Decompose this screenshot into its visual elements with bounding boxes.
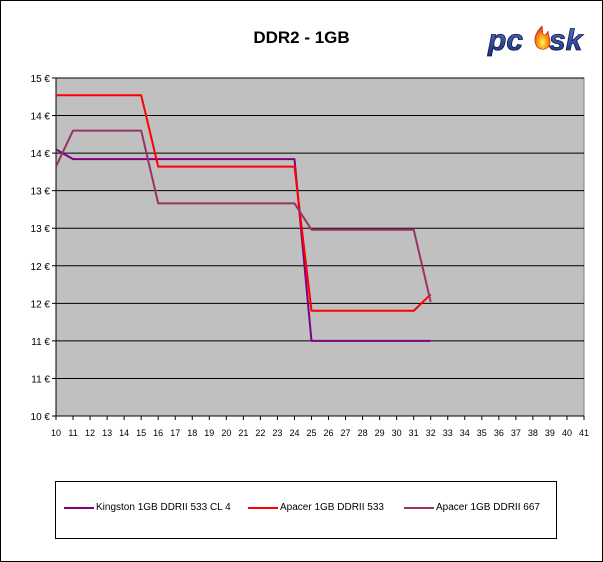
y-tick-label: 11 € bbox=[31, 337, 50, 348]
legend-label-apacer-533: Apacer 1GB DDRII 533 bbox=[280, 502, 384, 513]
x-tick-label: 28 bbox=[358, 428, 368, 438]
legend-swatch-kingston bbox=[64, 506, 94, 509]
x-tick-label: 34 bbox=[460, 428, 470, 438]
legend-item-apacer-533: Apacer 1GB DDRII 533 bbox=[248, 502, 384, 513]
x-tick-label: 21 bbox=[238, 428, 248, 438]
x-tick-label: 41 bbox=[579, 428, 589, 438]
x-tick-label: 35 bbox=[477, 428, 487, 438]
plot-area bbox=[55, 77, 585, 417]
series-line-apacer-533 bbox=[56, 94, 432, 312]
series-line-kingston bbox=[55, 148, 431, 342]
legend-label-apacer-667: Apacer 1GB DDRII 667 bbox=[436, 502, 540, 513]
legend-item-kingston: Kingston 1GB DDRII 533 CL 4 bbox=[64, 502, 231, 513]
x-tick-label: 13 bbox=[102, 428, 112, 438]
svg-text:sk: sk bbox=[549, 24, 584, 57]
x-tick-label: 39 bbox=[545, 428, 555, 438]
pcsk-logo: pc sk pcsk bbox=[487, 24, 584, 58]
x-tick-label: 19 bbox=[204, 428, 214, 438]
x-tick-label: 12 bbox=[85, 428, 95, 438]
legend-label-kingston: Kingston 1GB DDRII 533 CL 4 bbox=[96, 502, 231, 513]
chart-title: DDR2 - 1GB bbox=[253, 28, 350, 47]
flame-icon bbox=[534, 25, 551, 50]
x-tick-label: 23 bbox=[272, 428, 282, 438]
legend-swatch-apacer-667 bbox=[404, 506, 434, 509]
x-tick-label: 36 bbox=[494, 428, 504, 438]
y-axis: 15 € 14 € 14 € 13 € 13 € 12 € 12 € 11 € 11 € 10 € bbox=[31, 74, 57, 423]
x-axis: 10 11 12 13 14 15 16 17 18 19 20 21 22 23 24 25 26 27 28 29… bbox=[51, 415, 589, 438]
x-tick-label: 32 bbox=[426, 428, 436, 438]
series-line-apacer-667 bbox=[55, 129, 432, 303]
x-tick-label: 38 bbox=[528, 428, 538, 438]
y-tick-label: 14 € bbox=[31, 149, 51, 160]
x-tick-label: 31 bbox=[409, 428, 419, 438]
x-tick-label: 15 bbox=[136, 428, 146, 438]
legend: Kingston 1GB DDRII 533 CL 4 Apacer 1GB D… bbox=[55, 481, 557, 539]
y-tick-label: 13 € bbox=[31, 187, 51, 198]
legend-item-apacer-667: Apacer 1GB DDRII 667 bbox=[404, 502, 540, 513]
x-tick-label: 24 bbox=[289, 428, 299, 438]
y-tick-label: 12 € bbox=[31, 299, 51, 310]
x-tick-label: 16 bbox=[153, 428, 163, 438]
x-tick-label: 40 bbox=[562, 428, 572, 438]
x-tick-label: 14 bbox=[119, 428, 129, 438]
x-tick-label: 17 bbox=[170, 428, 180, 438]
x-tick-label: 10 bbox=[51, 428, 61, 438]
x-tick-label: 30 bbox=[392, 428, 402, 438]
x-tick-label: 25 bbox=[306, 428, 316, 438]
series-lines bbox=[55, 94, 432, 342]
y-tick-label: 12 € bbox=[31, 262, 51, 273]
y-tick-label: 15 € bbox=[31, 74, 51, 85]
x-tick-label: 18 bbox=[187, 428, 197, 438]
y-tick-label: 13 € bbox=[31, 224, 51, 235]
x-tick-label: 29 bbox=[375, 428, 385, 438]
legend-swatch-apacer-533 bbox=[248, 506, 278, 509]
x-tick-label: 37 bbox=[511, 428, 521, 438]
x-tick-label: 11 bbox=[68, 428, 77, 438]
y-tick-label: 10 € bbox=[31, 412, 51, 423]
y-tick-label: 11 € bbox=[31, 374, 50, 385]
x-tick-label: 27 bbox=[341, 428, 351, 438]
x-tick-label: 20 bbox=[221, 428, 231, 438]
chart-plot: 15 € 14 € 14 € 13 € 13 € 12 € 12 € 11 € 11 € 10 €… bbox=[31, 74, 589, 438]
x-tick-label: 33 bbox=[443, 428, 453, 438]
x-tick-label: 26 bbox=[324, 428, 334, 438]
svg-text:pc: pc bbox=[487, 24, 523, 57]
y-tick-label: 14 € bbox=[31, 112, 51, 123]
x-tick-label: 22 bbox=[255, 428, 265, 438]
